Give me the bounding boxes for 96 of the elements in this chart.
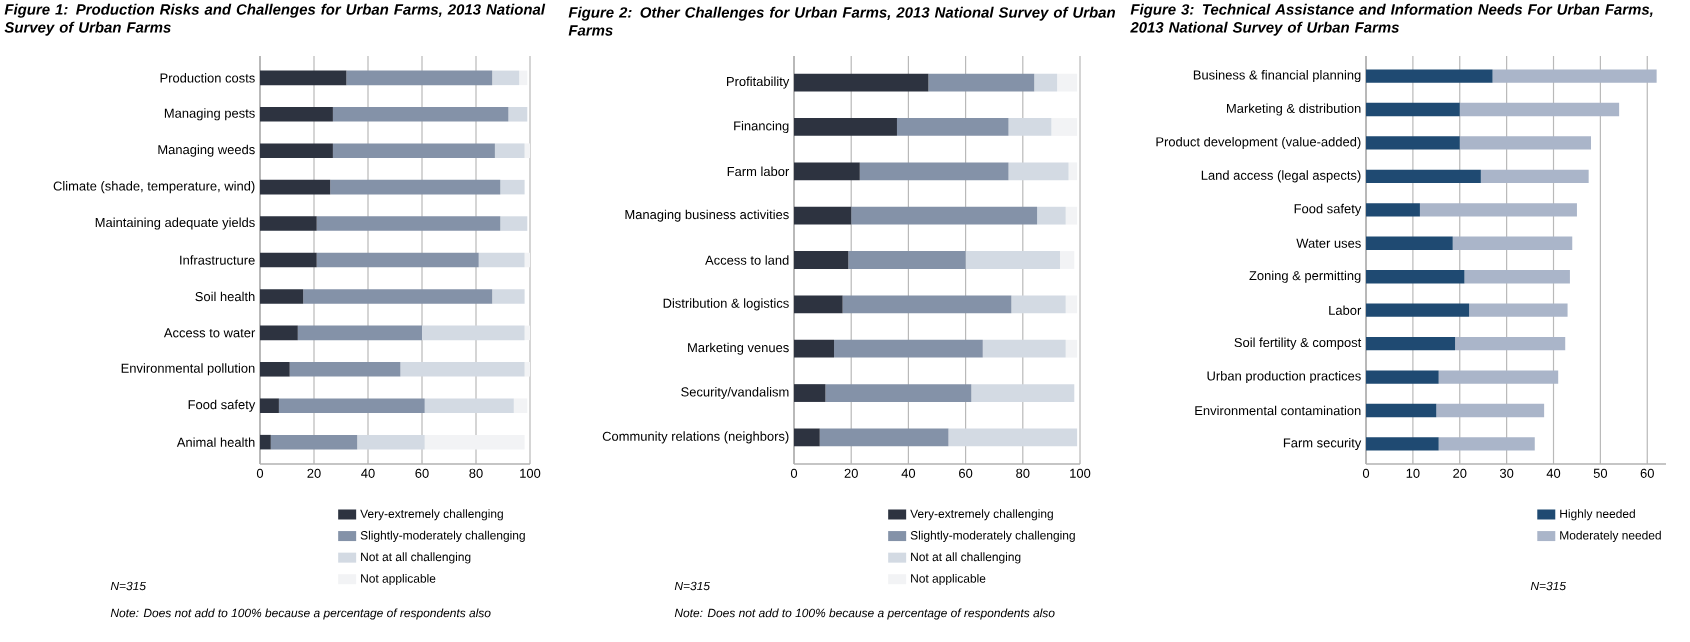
- bar: [508, 107, 528, 122]
- bar: [1438, 437, 1535, 451]
- bar: [1034, 73, 1058, 92]
- bar: [260, 179, 331, 195]
- bar: [260, 216, 317, 231]
- bar: [982, 339, 1066, 358]
- bar: [1008, 118, 1052, 136]
- bar: [794, 428, 820, 447]
- bar: [260, 143, 333, 158]
- bar: [1419, 203, 1577, 217]
- bar: [524, 143, 530, 158]
- bar: [424, 434, 525, 450]
- bar: [1459, 136, 1592, 150]
- bar: [794, 384, 826, 402]
- bar: [297, 325, 422, 341]
- bar: [332, 143, 495, 158]
- bar: [1065, 295, 1078, 314]
- bar: [1051, 118, 1078, 136]
- bar: [422, 325, 525, 341]
- bar: [500, 179, 525, 195]
- bar: [260, 289, 304, 304]
- bar: [260, 398, 279, 413]
- bar: [794, 295, 843, 314]
- bar: [1459, 102, 1620, 117]
- bar: [400, 362, 525, 377]
- bar: [260, 252, 317, 268]
- bar: [424, 398, 514, 413]
- bar: [260, 325, 298, 341]
- bar: [1366, 437, 1439, 451]
- bar: [492, 289, 525, 304]
- bar: [1366, 236, 1453, 250]
- bar: [1452, 236, 1573, 250]
- bar: [825, 384, 972, 402]
- bar: [1366, 203, 1420, 217]
- bar: [494, 143, 525, 158]
- bar: [794, 206, 852, 225]
- bar: [500, 216, 528, 231]
- bar: [513, 398, 528, 413]
- bar: [1366, 270, 1465, 284]
- bar: [859, 162, 1009, 181]
- bar: [289, 362, 401, 377]
- bar: [1065, 206, 1078, 225]
- bar: [1057, 73, 1078, 92]
- bar: [478, 252, 525, 268]
- bar: [1068, 162, 1078, 181]
- bar: [278, 398, 425, 413]
- bar: [524, 362, 530, 377]
- bar: [819, 428, 949, 447]
- bar: [1366, 403, 1437, 418]
- bar: [260, 434, 271, 450]
- bar: [794, 118, 897, 136]
- bar: [794, 339, 835, 358]
- bar: [330, 179, 501, 195]
- bar: [1492, 69, 1657, 83]
- bar: [848, 251, 966, 269]
- bar: [357, 434, 425, 450]
- bar: [1366, 136, 1460, 150]
- bar: [270, 434, 358, 450]
- bar: [851, 206, 1038, 225]
- bar: [1480, 169, 1589, 184]
- bar: [1011, 295, 1066, 314]
- bar: [794, 162, 860, 181]
- bar: [794, 73, 929, 92]
- bar: [1455, 336, 1566, 351]
- bar: [1065, 339, 1078, 358]
- bar: [260, 70, 347, 86]
- bar: [1366, 336, 1456, 351]
- bar: [1366, 303, 1470, 317]
- bar: [332, 107, 509, 122]
- bar: [346, 70, 493, 86]
- bar: [896, 118, 1009, 136]
- bar: [1464, 270, 1570, 284]
- bar: [260, 107, 333, 122]
- bar: [1059, 251, 1075, 269]
- bar: [834, 339, 983, 358]
- bar: [1366, 169, 1481, 184]
- bar: [316, 252, 479, 268]
- bar: [1436, 403, 1545, 418]
- bar: [1366, 69, 1493, 83]
- bar: [965, 251, 1060, 269]
- bar: [303, 289, 493, 304]
- bar: [316, 216, 501, 231]
- bar: [519, 70, 528, 86]
- bar: [1008, 162, 1069, 181]
- bar: [1438, 370, 1559, 384]
- bar: [1366, 102, 1460, 117]
- bar: [492, 70, 520, 86]
- bar: [1469, 303, 1568, 317]
- bar: [842, 295, 1012, 314]
- bar: [971, 384, 1075, 402]
- bar: [928, 73, 1035, 92]
- bar: [1366, 370, 1439, 384]
- bar: [948, 428, 1078, 447]
- bar: [794, 251, 849, 269]
- bar: [1037, 206, 1066, 225]
- bar: [260, 362, 290, 377]
